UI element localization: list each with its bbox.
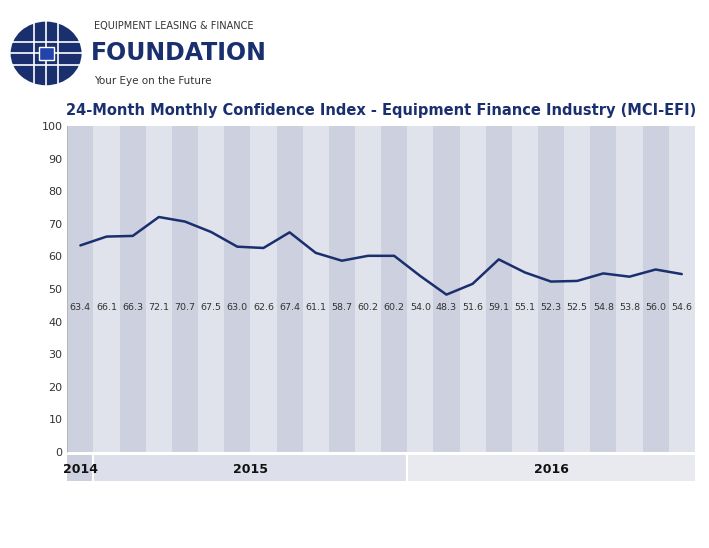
Bar bbox=[407, 455, 695, 481]
Title: 24-Month Monthly Confidence Index - Equipment Finance Industry (MCI-EFI): 24-Month Monthly Confidence Index - Equi… bbox=[66, 103, 696, 118]
Bar bbox=[250, 126, 277, 452]
Bar bbox=[590, 126, 616, 452]
Text: 70.7: 70.7 bbox=[174, 302, 196, 311]
Bar bbox=[407, 126, 433, 452]
Bar bbox=[39, 47, 54, 60]
Text: 72.1: 72.1 bbox=[148, 302, 169, 311]
Bar bbox=[459, 126, 486, 452]
Text: 52.3: 52.3 bbox=[540, 302, 562, 311]
Text: 51.6: 51.6 bbox=[462, 302, 483, 311]
Bar bbox=[329, 126, 355, 452]
Text: 60.2: 60.2 bbox=[384, 302, 405, 311]
Text: 60.2: 60.2 bbox=[357, 302, 379, 311]
Bar bbox=[67, 455, 94, 481]
Text: 52.5: 52.5 bbox=[566, 302, 588, 311]
Circle shape bbox=[9, 20, 84, 87]
Text: 55.1: 55.1 bbox=[515, 302, 535, 311]
Text: 61.1: 61.1 bbox=[306, 302, 326, 311]
Bar bbox=[564, 126, 590, 452]
Bar bbox=[224, 126, 250, 452]
Bar bbox=[303, 126, 329, 452]
Text: 53.8: 53.8 bbox=[619, 302, 640, 311]
Bar bbox=[146, 126, 172, 452]
Text: 48.3: 48.3 bbox=[436, 302, 457, 311]
Text: 56.0: 56.0 bbox=[645, 302, 666, 311]
Text: 2015: 2015 bbox=[233, 463, 268, 476]
Text: 66.3: 66.3 bbox=[122, 302, 143, 311]
Bar bbox=[94, 455, 407, 481]
Text: 59.1: 59.1 bbox=[489, 302, 509, 311]
Text: 63.4: 63.4 bbox=[70, 302, 91, 311]
Bar bbox=[67, 126, 94, 452]
Bar bbox=[172, 126, 198, 452]
Text: 62.6: 62.6 bbox=[253, 302, 274, 311]
Text: EQUIPMENT LEASING & FINANCE: EQUIPMENT LEASING & FINANCE bbox=[94, 21, 253, 31]
Text: 66.1: 66.1 bbox=[96, 302, 117, 311]
Bar bbox=[355, 126, 381, 452]
Bar bbox=[486, 126, 512, 452]
Text: 54.0: 54.0 bbox=[410, 302, 431, 311]
Bar bbox=[512, 126, 538, 452]
Text: 2014: 2014 bbox=[63, 463, 98, 476]
Bar bbox=[381, 126, 407, 452]
Text: 58.7: 58.7 bbox=[331, 302, 352, 311]
Text: 67.4: 67.4 bbox=[279, 302, 300, 311]
Bar bbox=[198, 126, 224, 452]
Bar bbox=[642, 126, 669, 452]
Text: Your Eye on the Future: Your Eye on the Future bbox=[94, 76, 211, 85]
Text: 2016: 2016 bbox=[534, 463, 569, 476]
Text: 54.6: 54.6 bbox=[671, 302, 692, 311]
Bar bbox=[616, 126, 642, 452]
Bar bbox=[669, 126, 695, 452]
Text: 67.5: 67.5 bbox=[201, 302, 222, 311]
Text: 63.0: 63.0 bbox=[227, 302, 248, 311]
Text: 54.8: 54.8 bbox=[593, 302, 614, 311]
Bar bbox=[94, 126, 120, 452]
Text: FOUNDATION: FOUNDATION bbox=[91, 42, 267, 65]
Bar bbox=[120, 126, 146, 452]
Bar bbox=[538, 126, 564, 452]
Bar bbox=[433, 126, 459, 452]
Bar bbox=[277, 126, 303, 452]
